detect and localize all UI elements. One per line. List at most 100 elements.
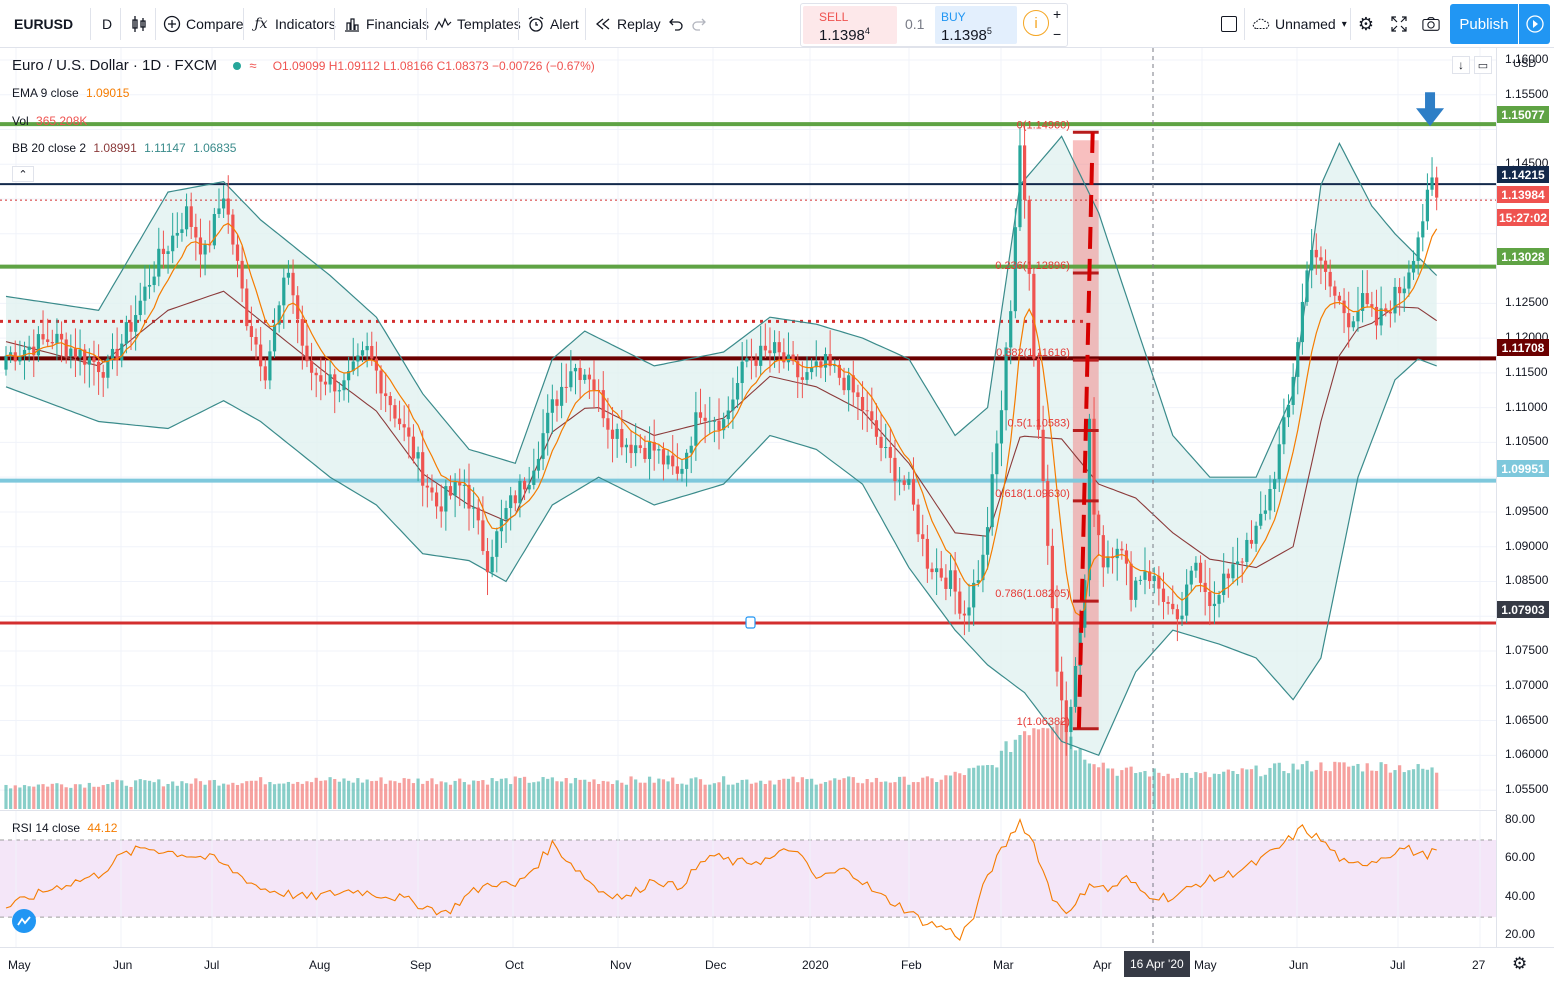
price-badge[interactable]: 1.07903 bbox=[1497, 601, 1549, 618]
rsi-pane[interactable]: RSI 14 close 44.12 bbox=[0, 810, 1496, 947]
candle bbox=[1157, 566, 1161, 606]
add-alert-plus-icon[interactable]: + bbox=[1496, 601, 1497, 618]
candle-body bbox=[194, 226, 198, 238]
tradingview-logo-icon[interactable] bbox=[12, 909, 36, 933]
candle bbox=[476, 499, 480, 535]
volume-bar bbox=[263, 784, 267, 809]
candle-body bbox=[46, 339, 50, 343]
price-badge[interactable]: 1.14215 bbox=[1497, 166, 1549, 183]
candle bbox=[1365, 270, 1369, 308]
candle-body bbox=[504, 508, 508, 520]
snapshot-button[interactable] bbox=[1422, 0, 1445, 48]
fib-level-label: 0.618(1.09630) bbox=[995, 488, 1070, 500]
candle bbox=[495, 527, 499, 573]
candle bbox=[64, 332, 68, 364]
scroll-down-button[interactable]: ↓ bbox=[1452, 56, 1470, 74]
sell-button[interactable]: SELL 1.13984 bbox=[803, 6, 897, 44]
candle-body bbox=[1115, 548, 1119, 559]
price-badge[interactable]: 1.13984 bbox=[1497, 186, 1549, 203]
financials-button[interactable]: Financials bbox=[343, 0, 429, 48]
volume-bar bbox=[643, 782, 647, 809]
candle bbox=[1161, 572, 1166, 620]
candle bbox=[1101, 525, 1105, 587]
candle-body bbox=[1277, 444, 1281, 480]
buy-button[interactable]: BUY 1.13985 bbox=[935, 6, 1017, 44]
volume-bar bbox=[1106, 768, 1110, 809]
candle-body bbox=[323, 381, 328, 385]
volume-bar bbox=[935, 781, 939, 809]
price-chart-svg[interactable]: 0(1.14960) 0.236(1.12896) 0.382(1.11616) 0.… bbox=[0, 48, 1496, 809]
publish-button[interactable]: Publish bbox=[1450, 4, 1518, 44]
select-layout-checkbox[interactable] bbox=[1221, 0, 1237, 48]
candle bbox=[1036, 352, 1041, 439]
price-badge[interactable]: 1.15077 bbox=[1497, 106, 1549, 123]
candle-body bbox=[647, 441, 652, 460]
candle-body bbox=[823, 353, 828, 368]
bollinger-legend[interactable]: BB 20 close 2 1.08991 1.11147 1.06835 bbox=[12, 141, 240, 155]
price-badge[interactable]: 1.11708 bbox=[1497, 339, 1549, 356]
candle bbox=[490, 539, 494, 578]
templates-button[interactable]: Templates bbox=[434, 0, 521, 48]
wave-icon: ≈ bbox=[249, 58, 257, 73]
fullscreen-button[interactable] bbox=[1390, 0, 1413, 48]
candle-body bbox=[481, 520, 485, 552]
undo-button[interactable] bbox=[667, 0, 690, 48]
redo-button[interactable] bbox=[690, 0, 713, 48]
rsi-chart-svg[interactable] bbox=[0, 811, 1496, 947]
candle-body bbox=[50, 342, 54, 344]
candle-body bbox=[138, 300, 142, 316]
collapse-legend-button[interactable]: ⌃ bbox=[12, 166, 34, 182]
time-axis-settings-button[interactable]: ⚙ bbox=[1512, 954, 1527, 974]
volume-bar bbox=[657, 778, 661, 809]
layout-name-button[interactable]: Unnamed ▾ bbox=[1252, 0, 1347, 48]
candle bbox=[27, 335, 31, 362]
alert-button[interactable]: Alert bbox=[527, 0, 579, 48]
ema-label: EMA 9 close bbox=[12, 86, 79, 100]
info-icon[interactable]: i bbox=[1023, 10, 1049, 36]
candle-body bbox=[893, 457, 897, 482]
replay-button[interactable]: Replay bbox=[594, 0, 661, 48]
candle-body bbox=[1060, 671, 1064, 701]
candle-body bbox=[717, 420, 721, 431]
main-chart-pane[interactable]: 0(1.14960) 0.236(1.12896) 0.382(1.11616) 0.… bbox=[0, 48, 1496, 809]
templates-label: Templates bbox=[457, 16, 521, 32]
volume-bar bbox=[129, 786, 133, 809]
candle bbox=[1092, 397, 1096, 527]
candle-body bbox=[962, 613, 967, 616]
rsi-legend[interactable]: RSI 14 close 44.12 bbox=[12, 821, 121, 835]
candle-body bbox=[1004, 347, 1008, 411]
candle-body bbox=[1036, 358, 1041, 430]
quantity-minus-button[interactable]: − bbox=[1053, 26, 1062, 42]
interval-button[interactable]: D bbox=[102, 0, 112, 48]
publish-video-button[interactable] bbox=[1519, 4, 1550, 44]
volume-bar bbox=[101, 785, 105, 809]
price-badge[interactable]: 1.09951 bbox=[1497, 460, 1549, 477]
volume-bar bbox=[1379, 762, 1383, 809]
candle-body bbox=[22, 349, 27, 357]
price-axis[interactable]: USD 1.16000 1.15500 1.14500 1.12500 1.12000 1… bbox=[1496, 48, 1554, 947]
quantity-plus-button[interactable]: + bbox=[1053, 6, 1062, 22]
currency-label[interactable]: USD bbox=[1513, 58, 1537, 70]
price-badge[interactable]: 15:27:02 bbox=[1497, 209, 1549, 226]
volume-bar bbox=[1305, 760, 1309, 809]
price-badge[interactable]: 1.13028 bbox=[1497, 248, 1549, 265]
symbol-search[interactable]: EURUSD bbox=[14, 0, 73, 48]
time-axis[interactable]: May Jun Jul Aug Sep Oct Nov Dec 2020 Feb Mar Apr May… bbox=[0, 947, 1554, 984]
compare-button[interactable]: Compare bbox=[163, 0, 244, 48]
volume-bar bbox=[421, 783, 425, 809]
volume-bar bbox=[731, 784, 735, 809]
indicators-button[interactable]: ƒx Indicators bbox=[252, 0, 335, 48]
candle-body bbox=[810, 367, 814, 373]
candle-body bbox=[782, 352, 786, 363]
candle-body bbox=[27, 346, 31, 350]
ema-legend[interactable]: EMA 9 close 1.09015 bbox=[12, 86, 133, 100]
candle-body bbox=[1235, 561, 1240, 565]
maximize-pane-button[interactable]: ▭ bbox=[1474, 56, 1492, 74]
settings-button[interactable]: ⚙ bbox=[1357, 0, 1380, 48]
volume-bar bbox=[823, 781, 828, 809]
candle-body bbox=[643, 447, 647, 460]
candle bbox=[1009, 300, 1013, 365]
volume-legend[interactable]: Vol 365.208K bbox=[12, 114, 91, 128]
chart-type-button[interactable] bbox=[130, 0, 153, 48]
volume-bar bbox=[555, 781, 559, 809]
